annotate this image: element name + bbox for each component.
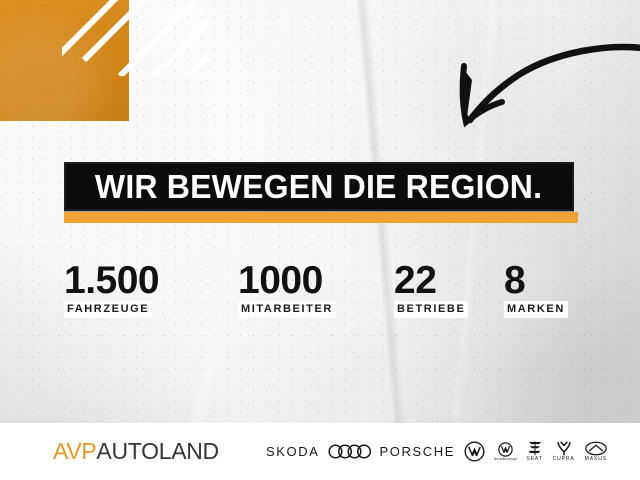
stat-item-mitarbeiter: 1000 MITARBEITER	[238, 259, 336, 318]
stat-number: 22	[394, 259, 437, 302]
stat-label: MITARBEITER	[238, 301, 336, 318]
brand-logo-porsche[interactable]: PORSCHE	[379, 443, 456, 459]
stat-label: FAHRZEUGE	[64, 301, 153, 318]
stat-item-betriebe: 22 BETRIEBE	[394, 259, 469, 318]
headline-orange-underline	[64, 212, 578, 223]
maxus-logo-icon	[585, 441, 607, 456]
vw-logo-icon	[464, 441, 485, 462]
orange-corner-block	[0, 0, 129, 121]
brand-logo-maxus[interactable]: MAXUS	[585, 441, 607, 462]
maxus-sublabel: MAXUS	[584, 455, 607, 462]
cupra-sublabel: CUPRA	[552, 455, 575, 462]
headline-banner: WIR BEWEGEN DIE REGION.	[64, 162, 578, 223]
brand-logo-seat[interactable]: SEAT	[526, 440, 543, 462]
avp-logo-mark: AVP	[53, 438, 97, 464]
avp-autoland-logo[interactable]: AVP AUTOLAND	[53, 438, 219, 464]
stat-item-fahrzeuge: 1.500 FAHRZEUGE	[64, 259, 160, 318]
brand-logo-vw-nutzfahrzeuge[interactable]: Nutzfahrzeuge	[494, 441, 518, 461]
stat-number: 1000	[238, 259, 323, 302]
headline-black-bar: WIR BEWEGEN DIE REGION.	[64, 162, 574, 211]
stat-label: BETRIEBE	[394, 301, 469, 318]
statistics-row: 1.500 FAHRZEUGE 1000 MITARBEITER 22 BETR…	[64, 259, 578, 320]
orange-block-grain	[0, 0, 129, 121]
stat-number: 8	[504, 259, 526, 302]
stat-label: MARKEN	[504, 301, 568, 318]
page-title: WIR BEWEGEN DIE REGION.	[95, 168, 543, 205]
diagonal-stripes-decoration	[62, 0, 210, 76]
brand-logo-audi[interactable]	[327, 443, 372, 459]
seat-logo-icon	[527, 440, 543, 456]
seat-sublabel: SEAT	[526, 455, 543, 462]
brand-logo-strip: SKODA PORSCHE	[266, 437, 607, 465]
brand-logo-cupra[interactable]: CUPRA	[552, 440, 575, 462]
cupra-logo-icon	[556, 440, 572, 456]
brand-logo-volkswagen[interactable]	[464, 441, 485, 462]
curved-arrow-decoration	[428, 22, 640, 140]
avp-logo-word: AUTOLAND	[96, 438, 219, 464]
stat-number: 1.500	[64, 259, 160, 302]
vw-nutzfahrzeuge-logo-icon	[498, 441, 513, 457]
brand-logo-skoda[interactable]: SKODA	[266, 443, 320, 459]
stat-item-marken: 8 MARKEN	[504, 259, 568, 318]
audi-rings-icon	[327, 443, 372, 459]
porsche-wordmark: PORSCHE	[379, 443, 456, 459]
skoda-wordmark: SKODA	[266, 443, 320, 459]
vw-nutzfahrzeuge-sublabel: Nutzfahrzeuge	[494, 456, 518, 461]
